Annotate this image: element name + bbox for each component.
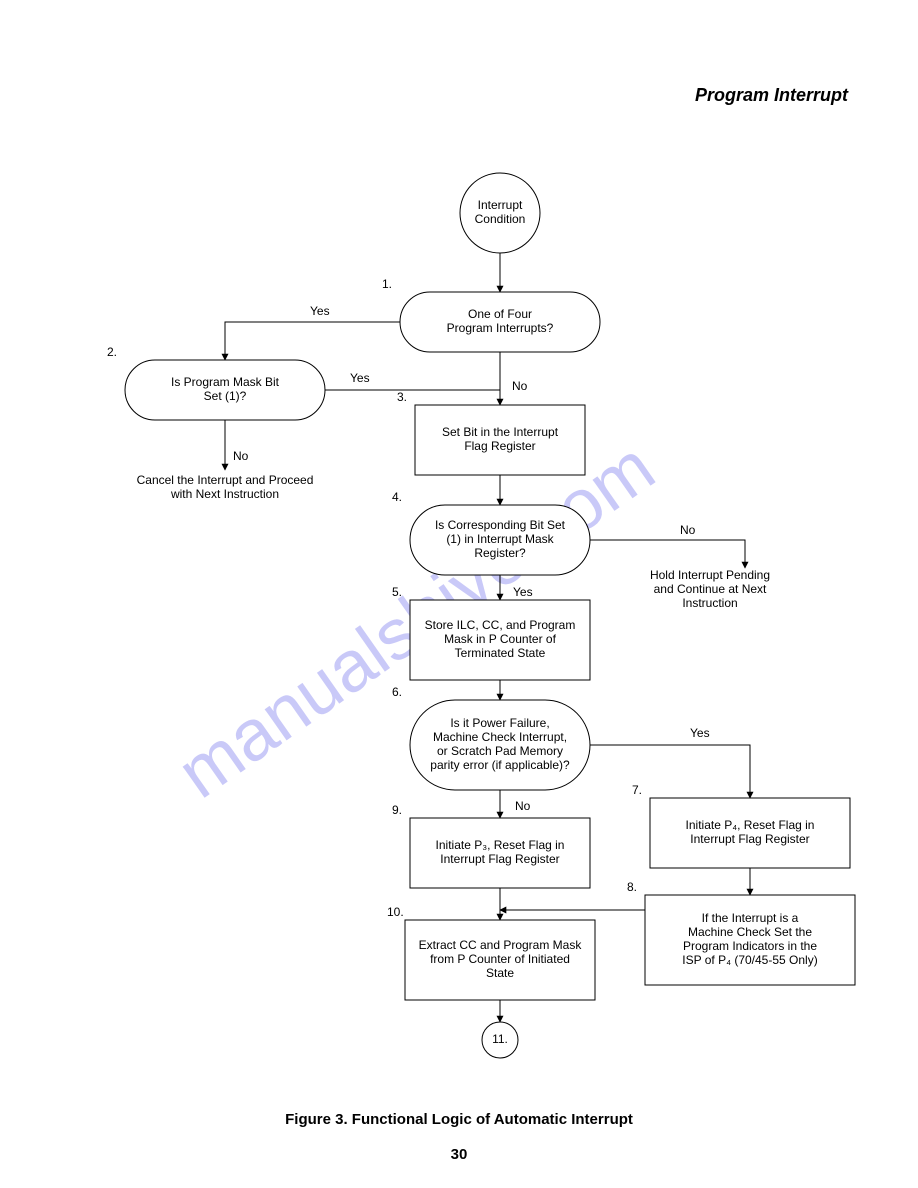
svg-text:Cancel the Interrupt and Proce: Cancel the Interrupt and Proceed	[137, 473, 314, 487]
svg-text:Program Indicators in the: Program Indicators in the	[683, 939, 817, 953]
svg-text:Initiate P₄, Reset Flag in: Initiate P₄, Reset Flag in	[686, 818, 815, 832]
svg-text:and Continue at Next: and Continue at Next	[654, 582, 767, 596]
svg-text:Is it Power Failure,: Is it Power Failure,	[450, 716, 549, 730]
svg-text:5.: 5.	[392, 585, 402, 599]
node-n2: Is Program Mask BitSet (1)? 2.	[107, 345, 325, 420]
node-start: InterruptCondition	[460, 173, 540, 253]
svg-text:10.: 10.	[387, 905, 404, 919]
svg-text:If the Interrupt is a: If the Interrupt is a	[702, 911, 799, 925]
figure-caption: Figure 3. Functional Logic of Automatic …	[0, 1111, 918, 1128]
svg-text:(1) in Interrupt Mask: (1) in Interrupt Mask	[446, 532, 554, 546]
node-n7: Initiate P₄, Reset Flag inInterrupt Flag…	[632, 783, 850, 868]
svg-text:Set (1)?: Set (1)?	[204, 389, 247, 403]
svg-text:11.: 11.	[492, 1032, 508, 1046]
edge-label-no1: No	[512, 379, 528, 393]
svg-text:Initiate P₃, Reset Flag in: Initiate P₃, Reset Flag in	[436, 838, 565, 852]
edge-label-yes2: Yes	[350, 371, 370, 385]
svg-text:2.: 2.	[107, 345, 117, 359]
edge-label-yes6: Yes	[690, 726, 710, 740]
edge-label-no6: No	[515, 799, 531, 813]
svg-text:8.: 8.	[627, 880, 637, 894]
svg-text:Flag Register: Flag Register	[464, 439, 535, 453]
svg-text:from P Counter of Initiated: from P Counter of Initiated	[430, 952, 570, 966]
edge-label-yes1: Yes	[310, 304, 330, 318]
svg-text:Is Corresponding Bit Set: Is Corresponding Bit Set	[435, 518, 566, 532]
svg-text:Machine Check Set the: Machine Check Set the	[688, 925, 812, 939]
svg-text:3.: 3.	[397, 390, 407, 404]
svg-text:Interrupt Flag Register: Interrupt Flag Register	[440, 852, 559, 866]
svg-text:Is Program Mask Bit: Is Program Mask Bit	[171, 375, 280, 389]
edge-label-no4: No	[680, 523, 696, 537]
svg-text:Extract CC and Program Mask: Extract CC and Program Mask	[419, 938, 583, 952]
svg-text:Program Interrupts?: Program Interrupts?	[447, 321, 554, 335]
svg-text:1.: 1.	[382, 277, 392, 291]
svg-text:6.: 6.	[392, 685, 402, 699]
node-end: 11.	[482, 1022, 518, 1058]
svg-text:or Scratch Pad Memory: or Scratch Pad Memory	[437, 744, 563, 758]
svg-text:One of Four: One of Four	[468, 307, 532, 321]
svg-text:with Next Instruction: with Next Instruction	[170, 487, 279, 501]
svg-text:Hold Interrupt Pending: Hold Interrupt Pending	[650, 568, 770, 582]
svg-text:Set Bit in the Interrupt: Set Bit in the Interrupt	[442, 425, 559, 439]
svg-text:Store ILC, CC, and Program: Store ILC, CC, and Program	[425, 618, 576, 632]
svg-text:parity error (if applicable)?: parity error (if applicable)?	[430, 758, 570, 772]
svg-text:Interrupt Flag Register: Interrupt Flag Register	[690, 832, 809, 846]
svg-text:Mask in P Counter of: Mask in P Counter of	[444, 632, 556, 646]
edge-label-no2: No	[233, 449, 249, 463]
page-number: 30	[0, 1146, 918, 1163]
svg-text:Register?: Register?	[474, 546, 526, 560]
svg-text:ISP of P₄ (70/45-55 Only): ISP of P₄ (70/45-55 Only)	[682, 953, 817, 967]
svg-text:Condition: Condition	[475, 212, 526, 226]
node-n10: Extract CC and Program Maskfrom P Counte…	[387, 905, 595, 1000]
node-n9: Initiate P₃, Reset Flag inInterrupt Flag…	[392, 803, 590, 888]
svg-text:Terminated State: Terminated State	[455, 646, 546, 660]
svg-text:Instruction: Instruction	[682, 596, 737, 610]
node-n1: One of FourProgram Interrupts? 1.	[382, 277, 600, 352]
svg-text:4.: 4.	[392, 490, 402, 504]
svg-text:7.: 7.	[632, 783, 642, 797]
flowchart-svg: manualshive.com InterruptConditionOne of…	[0, 0, 918, 1188]
svg-text:Interrupt: Interrupt	[478, 198, 523, 212]
node-n8: If the Interrupt is aMachine Check Set t…	[627, 880, 855, 985]
node-n6: Is it Power Failure,Machine Check Interr…	[392, 685, 590, 790]
edge-label-yes4: Yes	[513, 585, 533, 599]
node-n3: Set Bit in the InterruptFlag Register 3.	[397, 390, 585, 475]
svg-text:9.: 9.	[392, 803, 402, 817]
svg-text:Machine Check Interrupt,: Machine Check Interrupt,	[433, 730, 567, 744]
svg-text:State: State	[486, 966, 514, 980]
